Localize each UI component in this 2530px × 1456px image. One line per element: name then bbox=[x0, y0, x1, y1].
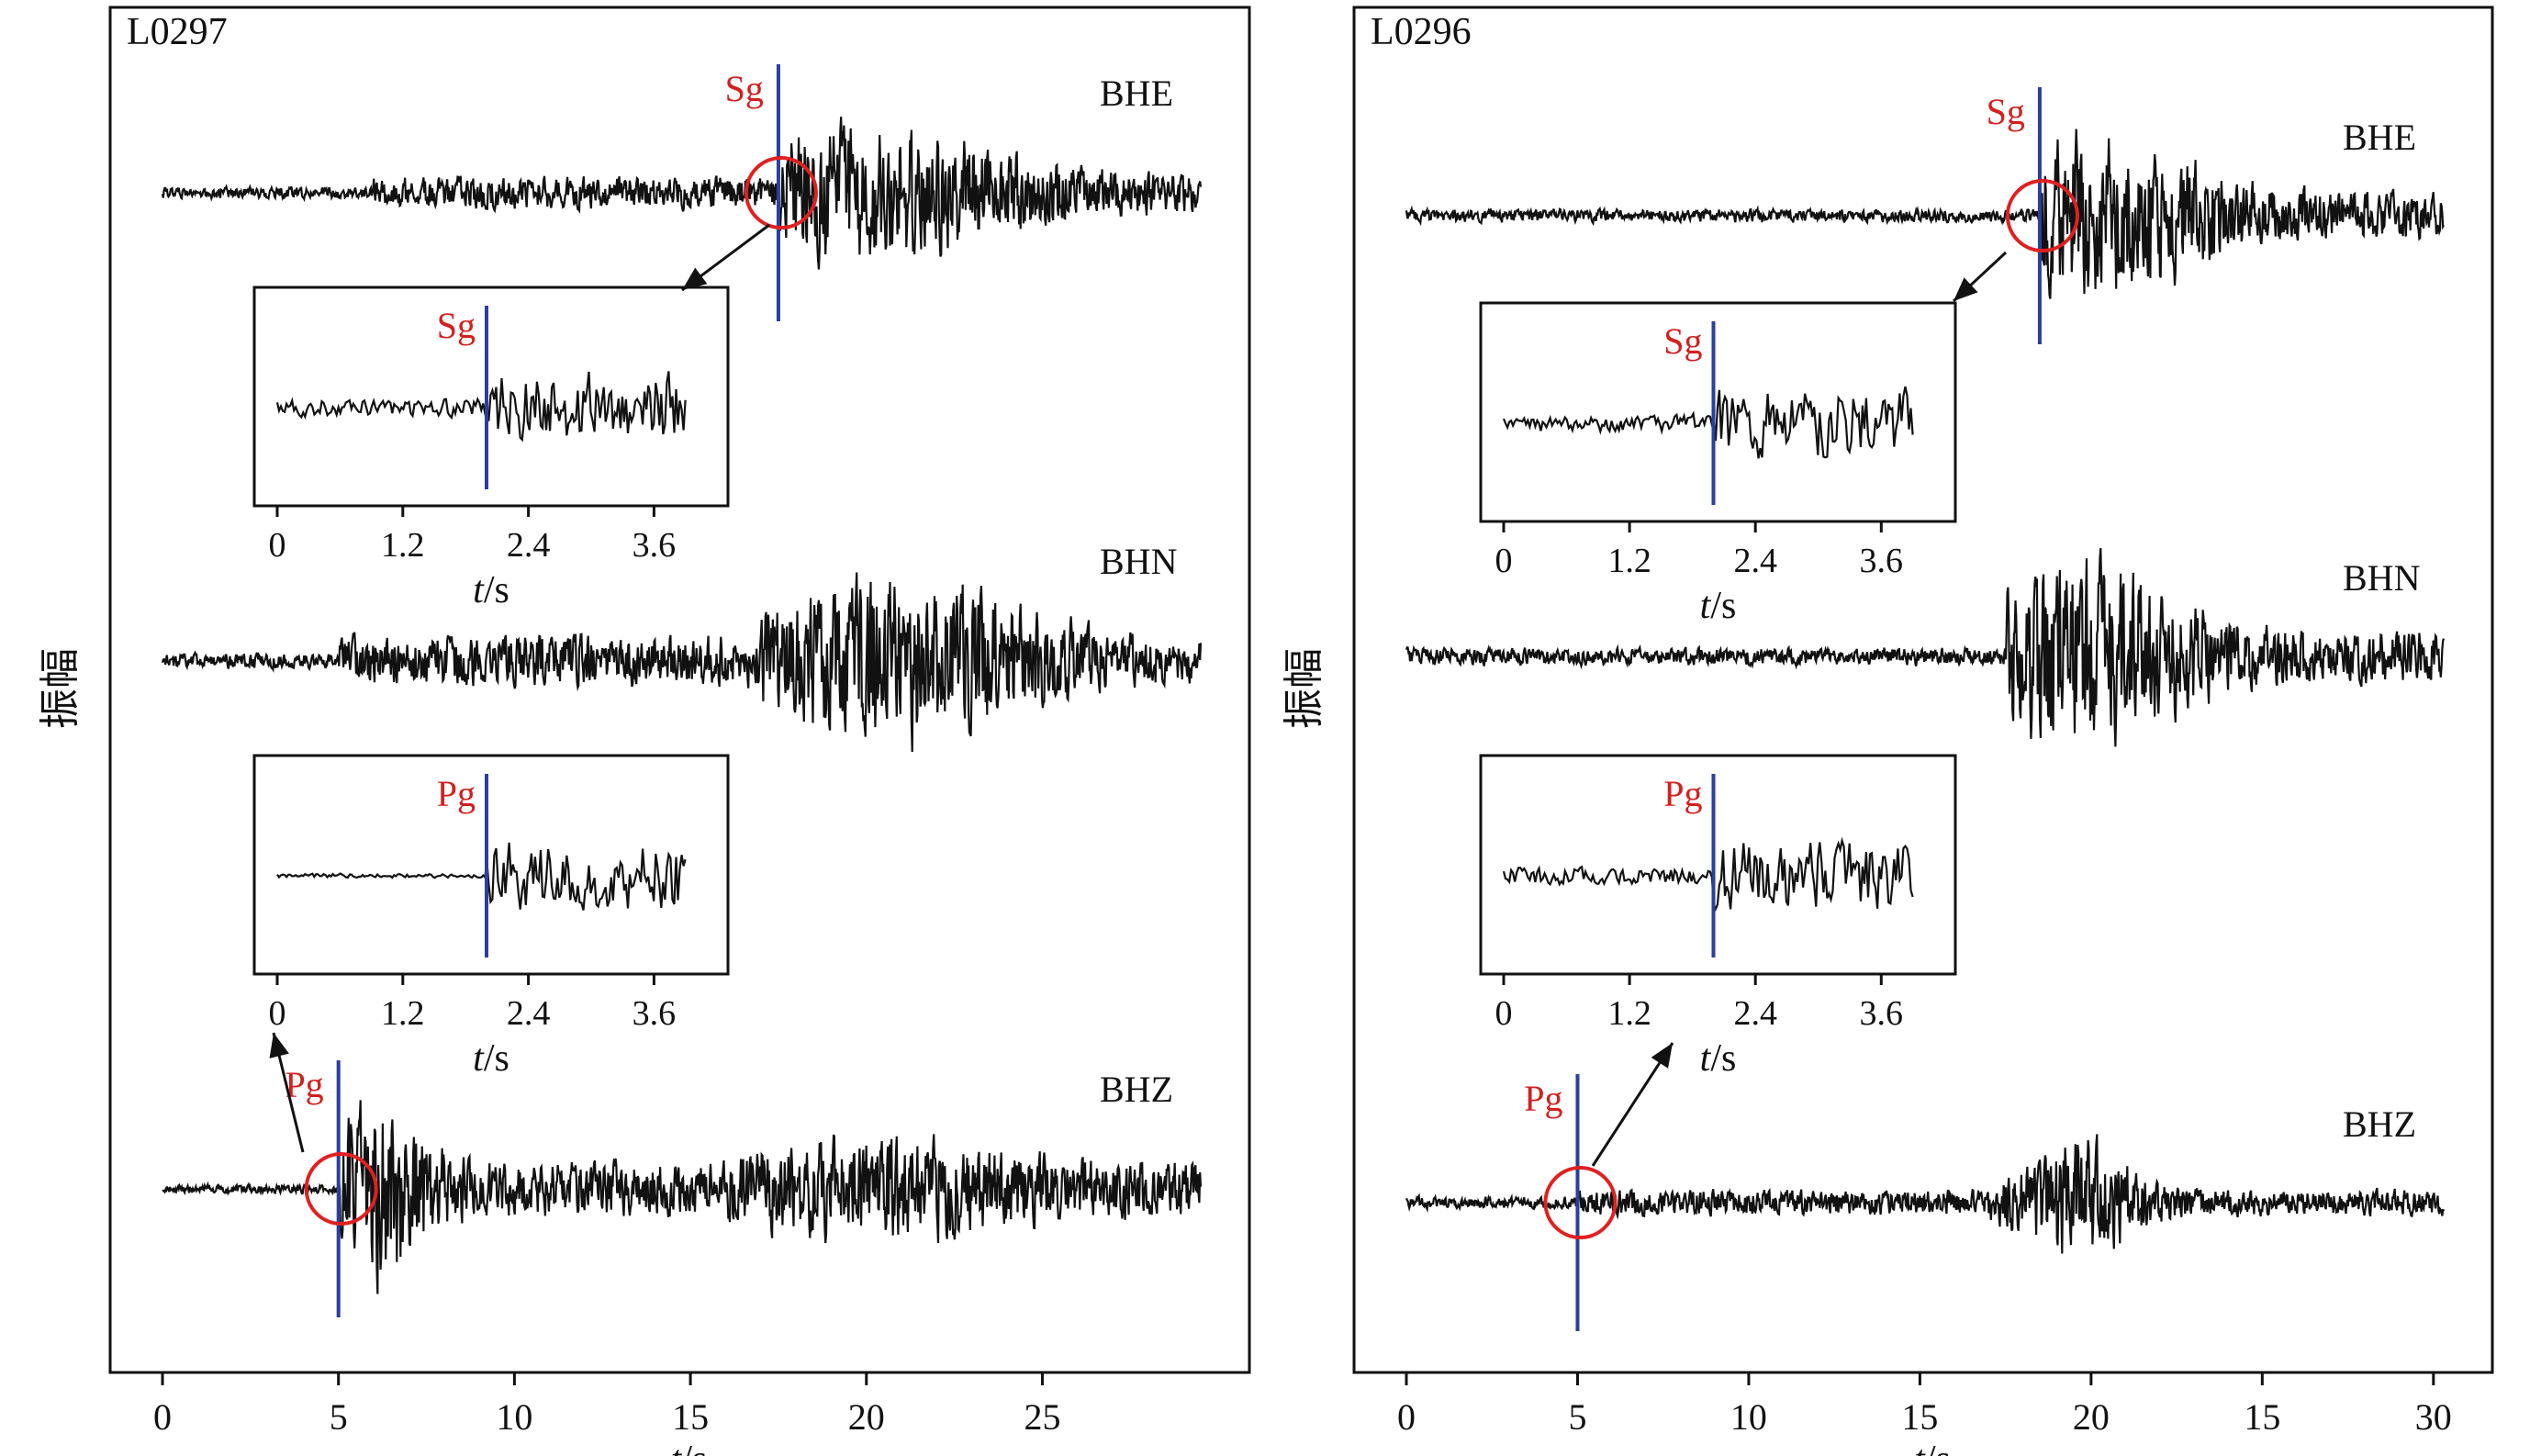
x-tick-label: 15 bbox=[2244, 1396, 2280, 1438]
inset-trace bbox=[1502, 836, 1914, 912]
phase-label-sg: Sg bbox=[725, 68, 764, 109]
inset-x-tick-label: 1.2 bbox=[1607, 994, 1651, 1033]
x-tick-label: 20 bbox=[2073, 1396, 2110, 1438]
plot-frame bbox=[108, 6, 1251, 1374]
inset-x-tick-label: 0 bbox=[269, 526, 286, 565]
inset-x-tick-label: 0 bbox=[269, 994, 286, 1033]
plot-frame bbox=[1352, 6, 2494, 1374]
inset-frame bbox=[1479, 754, 1957, 976]
trace-bhe bbox=[1405, 129, 2445, 299]
phase-label-pg: Pg bbox=[1524, 1078, 1562, 1119]
inset-x-axis-title: t/s bbox=[473, 1037, 509, 1080]
inset-x-tick-label: 2.4 bbox=[507, 994, 551, 1033]
inset-x-axis-title: t/s bbox=[1700, 1037, 1737, 1080]
inset-pg: 0 1.2 2.4 3.6 t/s Pg bbox=[252, 754, 730, 1153]
station-label: L0296 bbox=[1371, 11, 1472, 53]
x-tick-label: 30 bbox=[2415, 1396, 2452, 1438]
pick-highlight-circle bbox=[2005, 179, 2079, 252]
inset-x-tick-label: 3.6 bbox=[1860, 994, 1904, 1033]
inset-x-tick-label: 0 bbox=[1495, 542, 1513, 580]
inset-x-axis-title: t/s bbox=[473, 569, 509, 611]
inset-phase-label: Pg bbox=[437, 773, 476, 814]
zoom-arrow bbox=[1591, 1042, 1674, 1167]
zoom-arrow-head bbox=[682, 267, 708, 290]
x-tick-label: 20 bbox=[848, 1396, 885, 1438]
inset-sg: 0 1.2 2.4 3.6 t/s Sg bbox=[1479, 251, 2008, 627]
inset-x-tick-label: 0 bbox=[1495, 994, 1513, 1033]
pick-highlight-circle bbox=[1543, 1166, 1618, 1239]
trace-bhe bbox=[161, 117, 1203, 270]
channel-label-bhe: BHE bbox=[2343, 117, 2416, 158]
inset-x-axis-title: t/s bbox=[1700, 585, 1737, 627]
channel-label-bhe: BHE bbox=[1100, 73, 1173, 114]
station-label: L0297 bbox=[127, 11, 228, 53]
x-tick-label: 15 bbox=[1901, 1396, 1938, 1438]
pick-highlight-circle bbox=[304, 1152, 378, 1226]
trace-bhn bbox=[1405, 548, 2446, 747]
panel-l0297: L0297 0 5 10 15 20 25 t/s BHE Sg BHN BHZ Pg 0 1.2 2.4 3.… bbox=[37, 6, 1251, 1456]
trace-bhz bbox=[162, 1100, 1203, 1294]
inset-trace bbox=[275, 371, 687, 442]
inset-x-tick-label: 3.6 bbox=[632, 994, 677, 1033]
trace-bhz bbox=[1405, 1134, 2446, 1254]
channel-label-bhz: BHZ bbox=[2343, 1103, 2416, 1145]
inset-x-tick-label: 1.2 bbox=[381, 526, 425, 565]
inset-frame bbox=[252, 754, 730, 976]
inset-pg: 0 1.2 2.4 3.6 t/s Pg bbox=[1479, 754, 1957, 1167]
inset-sg: 0 1.2 2.4 3.6 t/s Sg bbox=[252, 223, 770, 611]
channel-label-bhn: BHN bbox=[1100, 541, 1177, 582]
inset-x-tick-label: 3.6 bbox=[632, 526, 677, 565]
y-axis-title: 振幅 bbox=[1281, 648, 1327, 729]
y-axis-title: 振幅 bbox=[37, 648, 84, 729]
inset-x-tick-label: 3.6 bbox=[1860, 542, 1904, 580]
x-axis-title: t/s bbox=[671, 1439, 708, 1456]
zoom-arrow-head bbox=[1953, 277, 1978, 301]
x-tick-label: 10 bbox=[1730, 1396, 1767, 1438]
x-tick-label: 5 bbox=[330, 1396, 348, 1438]
panel-l0296: L0296 0 5 10 15 20 15 30 t/s BHE Sg BHN BHZ Pg 0 1.2 2.4… bbox=[1281, 6, 2494, 1456]
inset-x-tick-label: 2.4 bbox=[507, 526, 551, 565]
inset-phase-label: Pg bbox=[1663, 773, 1702, 814]
inset-x-tick-label: 2.4 bbox=[1733, 542, 1777, 580]
x-tick-label: 10 bbox=[496, 1396, 532, 1438]
inset-x-tick-label: 1.2 bbox=[381, 994, 425, 1033]
inset-phase-label: Sg bbox=[1663, 320, 1702, 362]
pick-highlight-circle bbox=[744, 156, 818, 230]
x-tick-label: 15 bbox=[672, 1396, 709, 1438]
phase-label-sg: Sg bbox=[1987, 91, 2025, 132]
inset-trace bbox=[276, 842, 687, 911]
x-tick-label: 25 bbox=[1024, 1396, 1060, 1438]
x-tick-label: 0 bbox=[1397, 1396, 1416, 1438]
zoom-arrow-head bbox=[1651, 1043, 1673, 1069]
channel-label-bhz: BHZ bbox=[1100, 1069, 1173, 1110]
phase-label-pg: Pg bbox=[285, 1064, 323, 1105]
channel-label-bhn: BHN bbox=[2343, 557, 2420, 599]
trace-bhn bbox=[161, 572, 1203, 753]
inset-trace bbox=[1502, 386, 1914, 459]
inset-x-tick-label: 1.2 bbox=[1607, 542, 1651, 580]
x-tick-label: 5 bbox=[1568, 1396, 1586, 1438]
x-tick-label: 0 bbox=[153, 1396, 172, 1438]
inset-x-tick-label: 2.4 bbox=[1733, 994, 1777, 1033]
inset-phase-label: Sg bbox=[437, 305, 476, 346]
x-axis-title: t/s bbox=[1914, 1439, 1951, 1456]
zoom-arrow-head bbox=[269, 1033, 289, 1058]
